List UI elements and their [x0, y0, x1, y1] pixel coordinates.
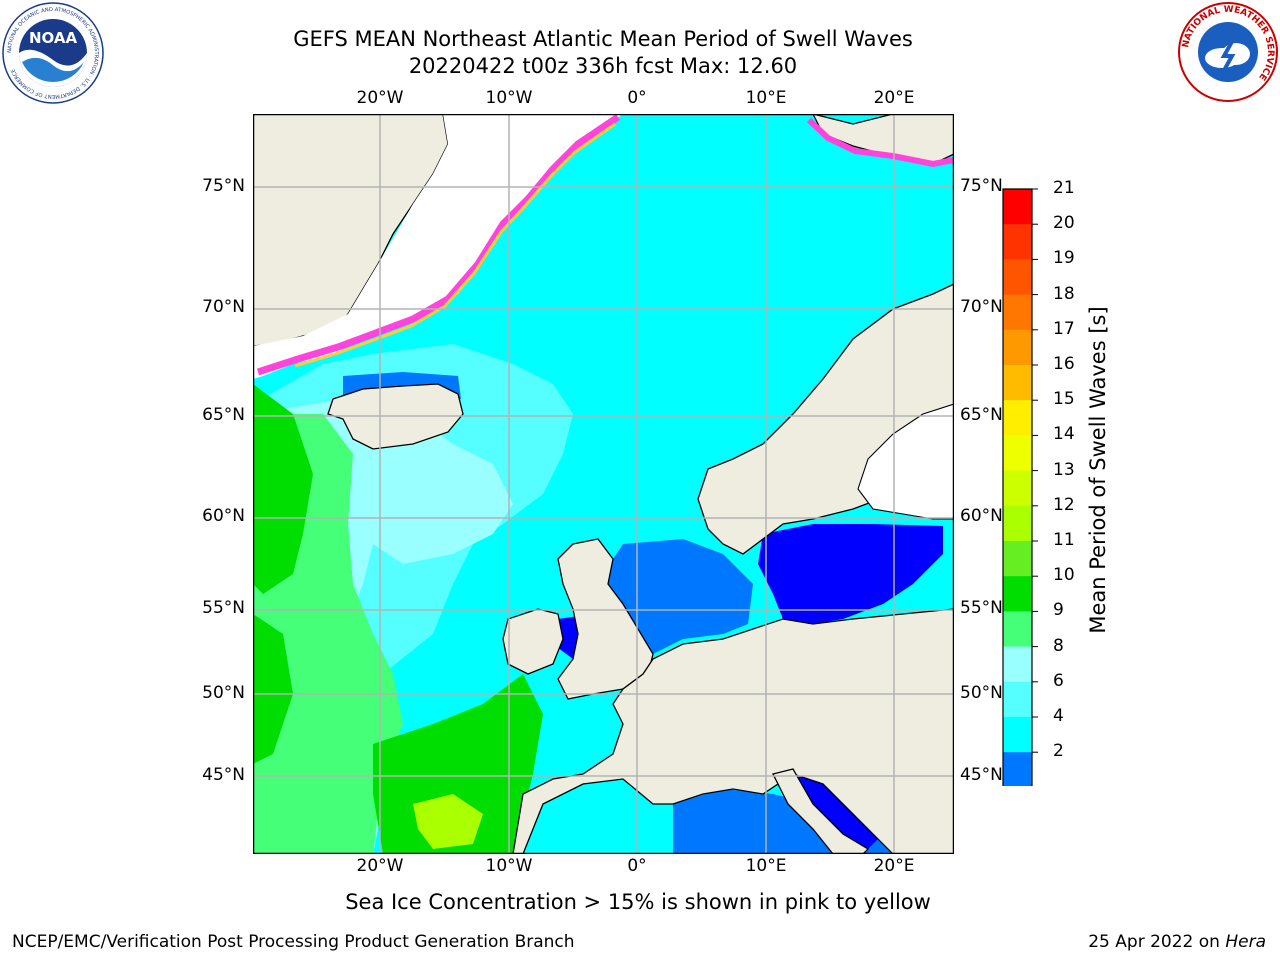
colorbar-tick-label: 15 [1053, 389, 1075, 410]
land-italy [772, 768, 870, 854]
colorbar-tick-label: 21 [1053, 178, 1075, 198]
lat-label-left: 55°N [202, 598, 245, 618]
colorbar-tick-label: 2 [1053, 741, 1064, 762]
lat-label-right: 75°N [960, 176, 1003, 196]
colorbar-tick-label: 19 [1053, 248, 1075, 269]
colorbar-segment [1003, 541, 1032, 577]
land-continental-europe [512, 608, 954, 854]
colorbar-segment [1003, 576, 1032, 612]
colorbar-segment [1003, 329, 1032, 366]
lat-label-right: 60°N [960, 506, 1003, 526]
colorbar-tick-label: 8 [1053, 635, 1064, 656]
colorbar-segment [1003, 294, 1032, 331]
sea-ice-fringe-yellow [294, 122, 616, 368]
lat-label-left: 75°N [202, 176, 245, 196]
colorbar-segment [1003, 435, 1032, 472]
map-frame [253, 114, 954, 854]
sea-ice-fringe [256, 114, 620, 376]
lon-label-bottom: 10°W [485, 856, 533, 876]
map-border [253, 114, 954, 854]
lon-label-top: 20°E [873, 88, 915, 108]
colorbar-tick-label: 20 [1053, 213, 1075, 234]
colorbar-segment [1003, 505, 1032, 542]
colorbar-segment [1003, 646, 1032, 683]
colorbar-outline [1002, 188, 1033, 786]
noaa-logo-text: NOAA [29, 29, 78, 47]
noaa-logo: NATIONAL OCEANIC AND ATMOSPHERIC ADMINIS… [2, 2, 104, 104]
swell-patch-green-west [253, 614, 293, 764]
colorbar-tick-label: 11 [1053, 530, 1075, 550]
lat-label-left: 70°N [202, 297, 245, 317]
greenland-coastal-gap [253, 114, 623, 379]
colorbar-segment [1003, 224, 1032, 260]
map-subtitle: 20220422 t00z 336h fcst Max: 12.60 [408, 54, 798, 78]
colorbar-segment [1003, 717, 1032, 753]
colorbar-segment [1003, 400, 1032, 436]
swell-north-sea [603, 539, 753, 654]
lat-label-right: 65°N [960, 405, 1003, 425]
graticule [253, 114, 954, 854]
lon-label-top: 0° [627, 88, 647, 108]
lon-label-top: 20°W [356, 88, 404, 108]
lon-label-bottom: 20°E [873, 856, 915, 876]
sea-ice-note: Sea Ice Concentration > 15% is shown in … [345, 890, 931, 914]
lat-label-right: 45°N [960, 765, 1003, 785]
nws-logo: NATIONAL WEATHER SERVICE [1178, 2, 1278, 102]
colorbar-segment [1003, 470, 1032, 507]
lon-label-bottom: 0° [627, 856, 647, 876]
colorbar-tick-label: 17 [1053, 318, 1075, 339]
lat-label-right: 55°N [960, 598, 1003, 618]
colorbar-segment [1003, 611, 1032, 648]
colorbar-tick-label: 12 [1053, 494, 1075, 515]
colorbar-tick-label: 9 [1053, 600, 1064, 621]
colorbar-tick-label: 18 [1053, 283, 1075, 304]
colorbar-title: Mean Period of Swell Waves [s] [1086, 306, 1110, 634]
lon-label-bottom: 20°W [356, 856, 404, 876]
lon-label-top: 10°E [745, 88, 787, 108]
swell-patch-yellowgreen [413, 794, 483, 849]
colorbar-segment [1003, 189, 1032, 225]
footer-date: 25 Apr 2022 on Hera [1088, 932, 1266, 952]
colorbar-tick-label: 10 [1053, 565, 1075, 586]
colorbar-tick-label: 13 [1053, 459, 1075, 480]
lon-label-bottom: 10°E [745, 856, 787, 876]
footer-credit: NCEP/EMC/Verification Post Processing Pr… [12, 932, 575, 952]
colorbar-segment [1003, 259, 1032, 296]
colorbar-segment [1003, 752, 1032, 786]
svalbard-ice [806, 117, 954, 168]
swell-band-10-11 [253, 384, 313, 594]
colorbar-tick-label: 4 [1053, 706, 1064, 726]
lat-label-left: 65°N [202, 405, 245, 425]
lat-label-left: 60°N [202, 506, 245, 526]
swell-adriatic [793, 769, 883, 849]
lon-label-top: 10°W [485, 88, 533, 108]
colorbar-segment [1003, 681, 1032, 718]
lat-label-right: 70°N [960, 297, 1003, 317]
colorbar-tick-label: 6 [1053, 670, 1064, 691]
colorbar-tick-label: 14 [1053, 424, 1075, 445]
footer-date-text: 25 Apr 2022 on [1088, 932, 1226, 952]
gulf-of-bothnia [857, 403, 954, 520]
lat-label-left: 45°N [202, 765, 245, 785]
lat-label-left: 50°N [202, 683, 245, 703]
map-title: GEFS MEAN Northeast Atlantic Mean Period… [293, 27, 913, 51]
land-great-britain [557, 538, 654, 700]
swell-baltic [758, 524, 943, 624]
colorbar-segment [1003, 365, 1032, 401]
colorbar [1002, 188, 1038, 786]
footer-host: Hera [1225, 932, 1266, 952]
lat-label-right: 50°N [960, 683, 1003, 703]
colorbar-tick-label: 16 [1053, 354, 1075, 374]
